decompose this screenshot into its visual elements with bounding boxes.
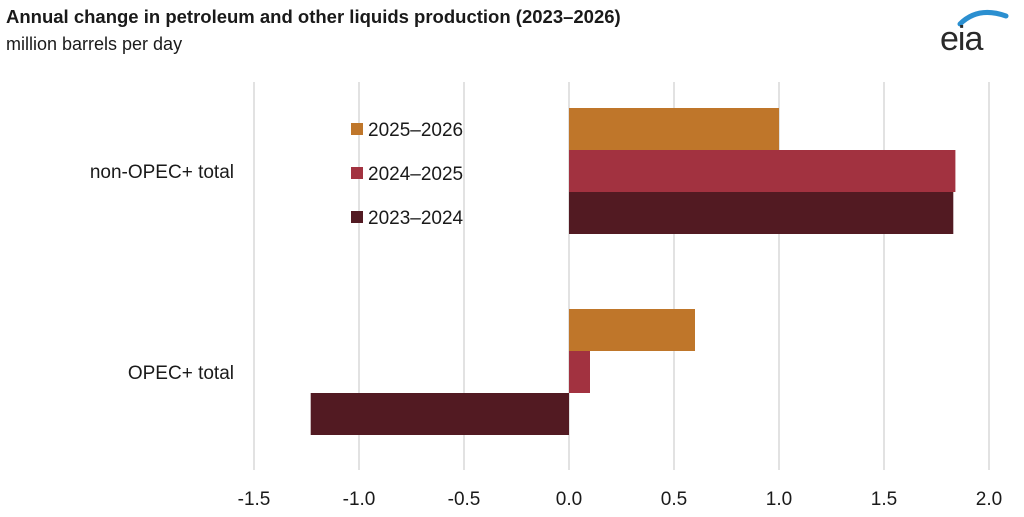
legend-swatch bbox=[351, 167, 363, 179]
bar bbox=[569, 309, 695, 351]
x-tick-label: 0.0 bbox=[556, 489, 582, 510]
bar bbox=[569, 192, 954, 234]
x-tick-label: 1.5 bbox=[871, 489, 897, 510]
eia-logo: eia bbox=[940, 4, 1012, 58]
legend: 2025–2026 2024–2025 2023–2024 bbox=[351, 120, 464, 229]
logo-arc-icon bbox=[957, 9, 1009, 27]
category-label: non-OPEC+ total bbox=[90, 162, 234, 183]
x-tick-label: 2.0 bbox=[976, 489, 1002, 510]
bars bbox=[310, 108, 956, 435]
x-tick-label: -0.5 bbox=[448, 489, 481, 510]
legend-swatch bbox=[351, 211, 363, 223]
legend-label: 2024–2025 bbox=[368, 164, 463, 185]
x-tick-label: -1.5 bbox=[238, 489, 271, 510]
bar bbox=[310, 393, 569, 435]
logo-text: eia bbox=[940, 20, 983, 58]
bar bbox=[569, 150, 956, 192]
bar bbox=[569, 108, 779, 150]
legend-label: 2025–2026 bbox=[368, 120, 463, 141]
category-labels: non-OPEC+ total OPEC+ total bbox=[90, 162, 234, 384]
bar bbox=[569, 351, 590, 393]
x-tick-label: 1.0 bbox=[766, 489, 792, 510]
chart-subtitle: million barrels per day bbox=[6, 34, 183, 54]
legend-swatch bbox=[351, 123, 363, 135]
category-label: OPEC+ total bbox=[128, 363, 234, 384]
x-tick-label: -1.0 bbox=[343, 489, 376, 510]
x-tick-labels: -1.5 -1.0 -0.5 0.0 0.5 1.0 1.5 2.0 bbox=[238, 489, 1003, 510]
legend-label: 2023–2024 bbox=[368, 208, 464, 229]
chart-title: Annual change in petroleum and other liq… bbox=[6, 6, 621, 27]
x-tick-label: 0.5 bbox=[661, 489, 687, 510]
